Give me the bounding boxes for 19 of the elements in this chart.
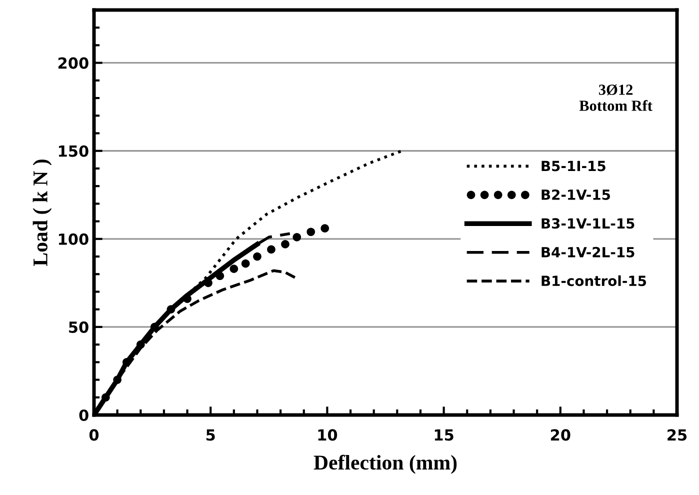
annotation: 3Ø12 Bottom Rft [579,84,652,111]
x-tick-label: 10 [318,429,338,441]
y-tick-label: 50 [69,321,88,333]
y-tick-label: 100 [58,233,88,245]
legend-label: B2-1V-15 [542,189,610,200]
x-tick-label: 5 [206,429,215,441]
legend-label: B1-control-15 [542,275,646,286]
x-tick-label: 20 [550,429,570,441]
x-tick-label: 0 [89,429,99,441]
x-tick-label: 25 [668,429,687,441]
y-tick-label: 200 [58,57,88,69]
x-tick-label: 15 [434,429,454,441]
y-tick-label: 0 [79,409,88,422]
legend-label: B5-1I-15 [542,160,606,172]
y-axis-title: Load ( k N ) [32,160,52,266]
y-tick-label: 150 [58,145,88,157]
x-axis-title: Deflection (mm) [314,454,457,474]
legend-label: B3-1V-1L-15 [542,218,634,229]
legend-label: B4-1V-2L-15 [542,246,634,258]
